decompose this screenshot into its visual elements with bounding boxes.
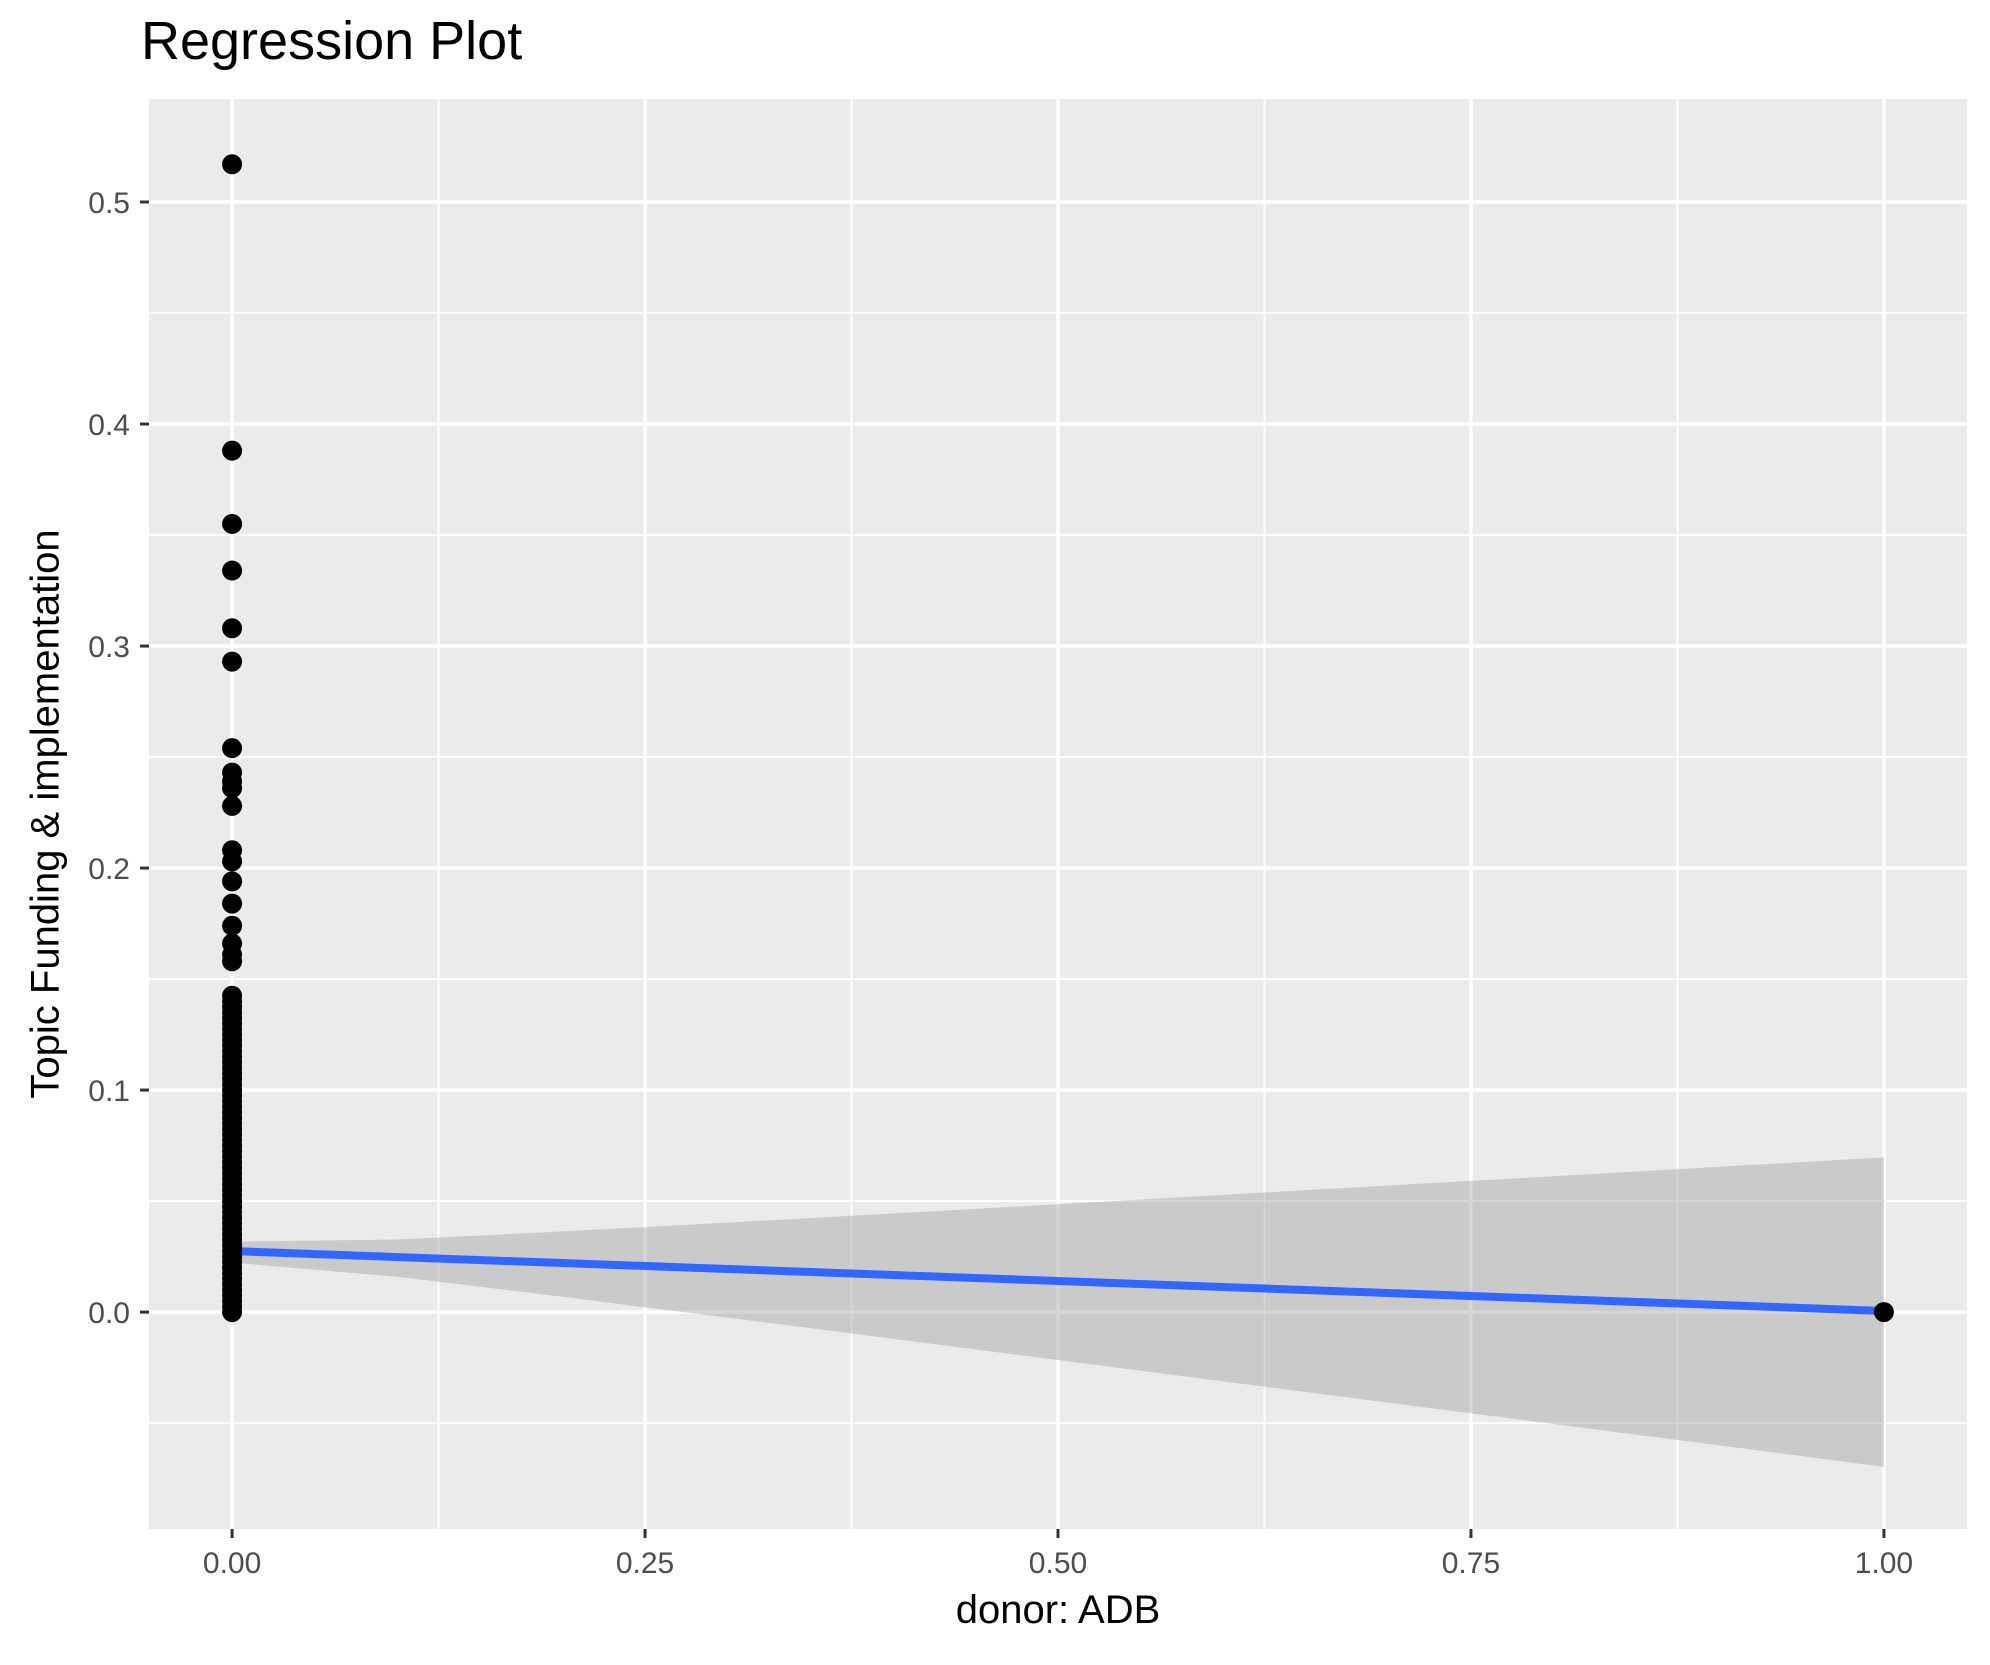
data-point xyxy=(222,893,243,914)
y-tick-label: 0.4 xyxy=(88,409,130,442)
x-tick-label: 0.25 xyxy=(616,1547,674,1580)
y-tick-labels: 0.0 0.1 0.2 0.3 0.4 0.5 xyxy=(88,187,130,1330)
data-point xyxy=(222,651,243,672)
data-point xyxy=(222,795,243,816)
regression-line xyxy=(228,1247,1888,1315)
data-point xyxy=(222,738,243,759)
y-tick-label: 0.0 xyxy=(88,1297,130,1330)
x-tick-label: 1.00 xyxy=(1855,1547,1913,1580)
confidence-band xyxy=(232,1157,1884,1467)
data-point xyxy=(222,778,243,799)
x-tick-label: 0.50 xyxy=(1029,1547,1087,1580)
y-tick-label: 0.3 xyxy=(88,631,130,664)
scatter-points xyxy=(222,154,1894,1323)
x-axis-title: donor: ADB xyxy=(955,1588,1161,1632)
data-point xyxy=(222,513,243,534)
y-tick-label: 0.2 xyxy=(88,853,130,886)
x-tick-label: 0.75 xyxy=(1442,1547,1500,1580)
data-point xyxy=(222,915,243,936)
y-axis-title: Topic Funding & implementation xyxy=(23,529,68,1099)
data-point xyxy=(1873,1302,1894,1323)
x-tick-label: 0.00 xyxy=(203,1547,261,1580)
data-point xyxy=(222,871,243,892)
plot-title: Regression Plot xyxy=(141,11,523,71)
data-point xyxy=(222,618,243,639)
data-point xyxy=(222,1302,243,1323)
x-tick-labels: 0.00 0.25 0.50 0.75 1.00 xyxy=(203,1547,1913,1580)
axis-tick-marks xyxy=(140,200,1886,1538)
y-tick-label: 0.1 xyxy=(88,1075,130,1108)
y-tick-label: 0.5 xyxy=(88,187,130,220)
data-point xyxy=(222,560,243,581)
data-point xyxy=(222,154,243,175)
data-point xyxy=(222,440,243,461)
data-point xyxy=(222,851,243,872)
data-point xyxy=(222,951,243,972)
